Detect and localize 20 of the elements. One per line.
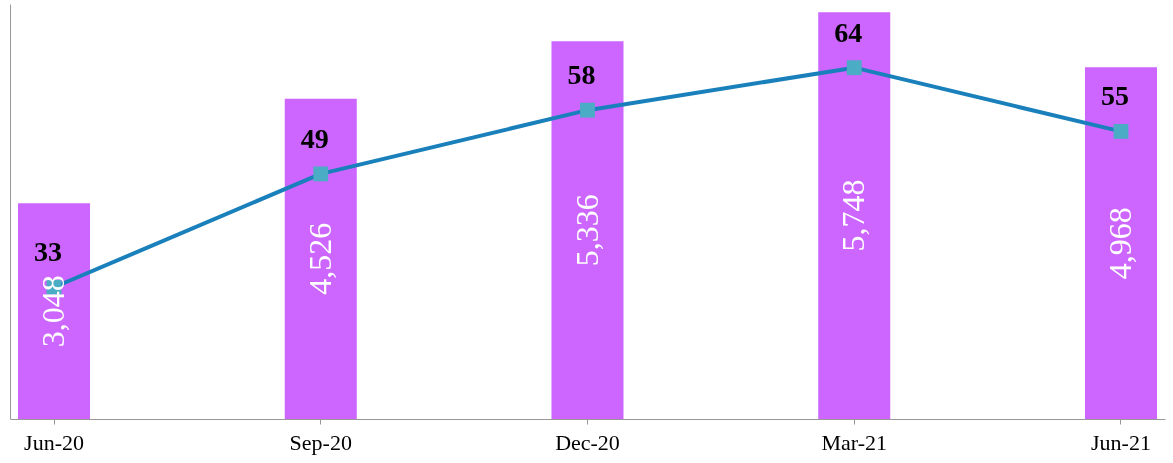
bar [818, 12, 891, 419]
data-label: 58 [567, 59, 596, 91]
bar [551, 41, 624, 419]
x-tick-label: Sep-20 [289, 429, 352, 455]
data-label: 64 [834, 16, 863, 48]
x-tick-label: Jun-21 [1091, 429, 1151, 455]
data-label: 49 [300, 122, 329, 154]
data-label: 4,968 [1101, 207, 1138, 280]
data-label: 55 [1100, 80, 1129, 112]
x-tick-label: Mar-21 [821, 429, 888, 455]
bar [284, 98, 357, 419]
x-tick-label: Jun-20 [24, 429, 84, 455]
bar [1084, 67, 1157, 419]
data-label: 5,748 [835, 179, 872, 252]
data-label: 5,336 [568, 194, 605, 267]
x-tick-label: Dec-20 [555, 429, 620, 455]
bar [18, 203, 91, 419]
data-label: 4,526 [301, 222, 338, 295]
data-label: 3,048 [35, 275, 72, 348]
data-label: 33 [34, 236, 63, 268]
